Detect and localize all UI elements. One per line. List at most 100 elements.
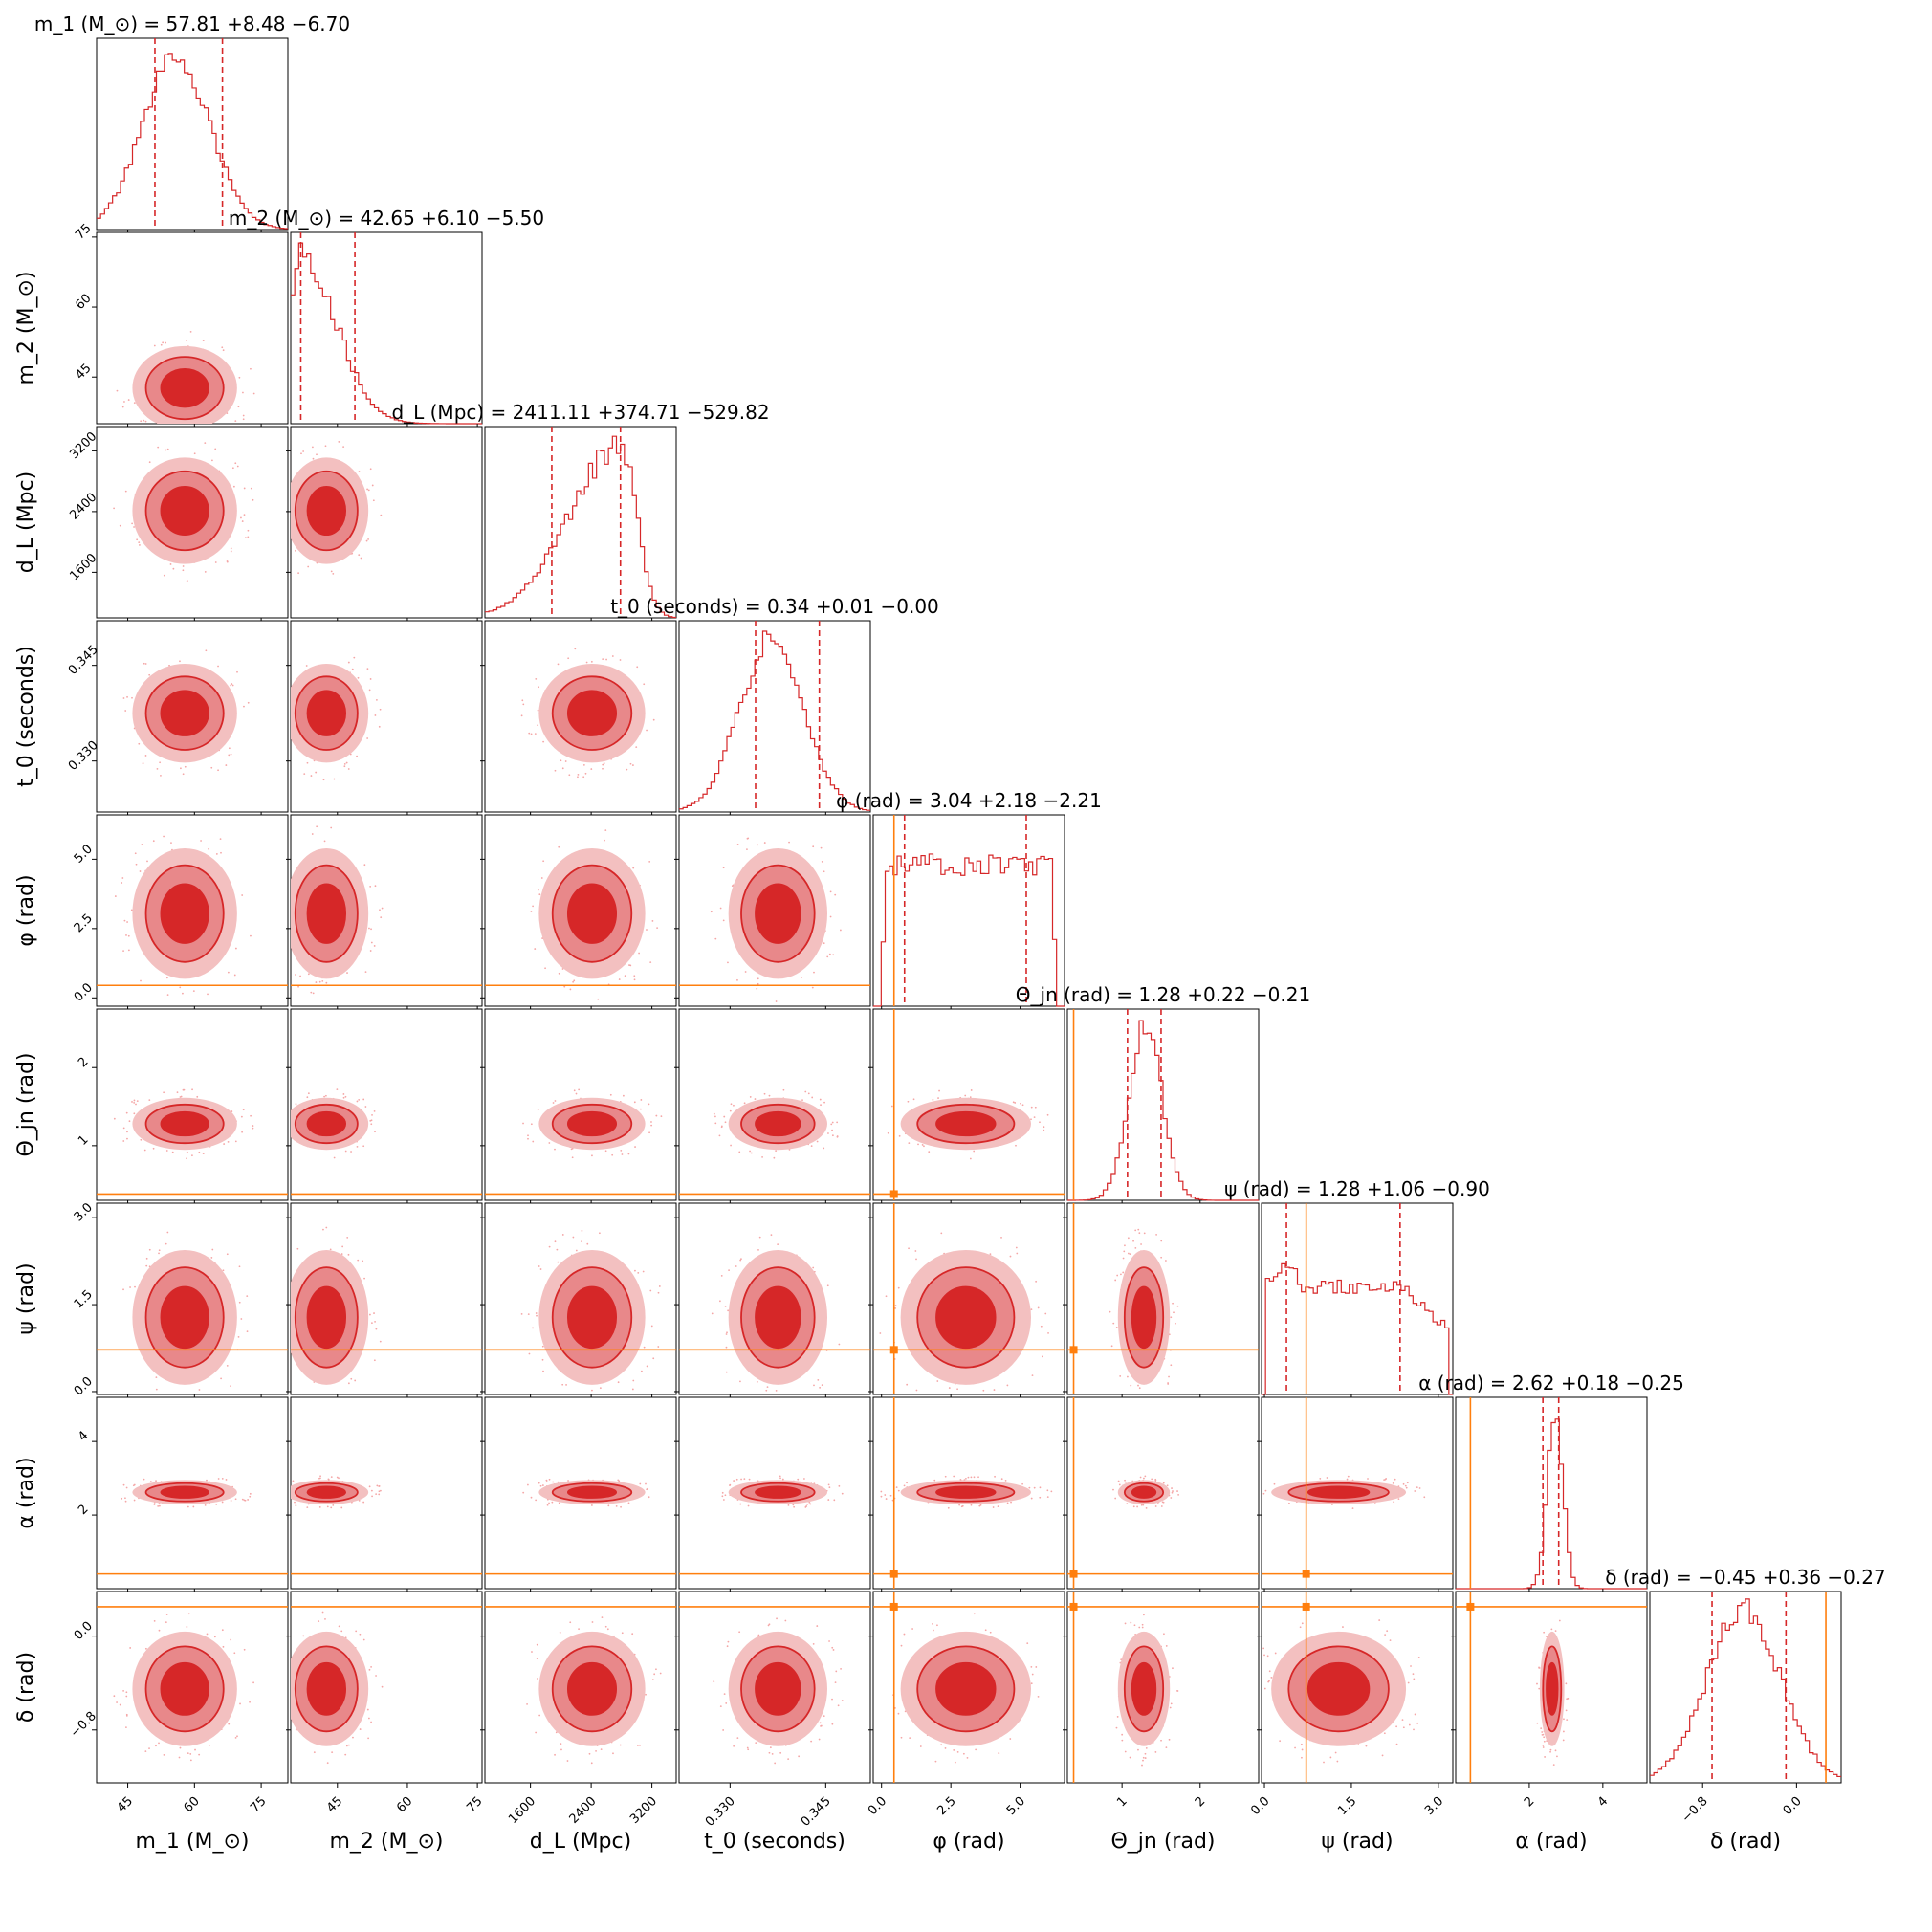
sample-point	[1014, 1102, 1017, 1104]
sample-point	[295, 549, 296, 552]
sample-point	[1263, 1687, 1266, 1690]
sample-point	[233, 1652, 236, 1655]
sample-point	[522, 703, 525, 706]
sample-point	[1143, 1614, 1145, 1616]
sample-point	[554, 1753, 556, 1756]
sample-point	[651, 920, 654, 922]
sample-point	[206, 1633, 209, 1636]
panel-t0-vs-thetajn	[674, 1008, 871, 1205]
sample-point	[238, 376, 241, 379]
panel-phi-vs-delta	[868, 1591, 1065, 1788]
sample-point	[182, 1088, 185, 1091]
sample-point	[640, 1108, 642, 1110]
sample-point	[903, 1484, 906, 1487]
sample-point	[826, 1284, 829, 1287]
sample-point	[122, 1140, 125, 1142]
sample-point	[953, 1749, 955, 1751]
sample-point	[897, 1489, 900, 1492]
sample-point	[125, 1111, 128, 1114]
sample-point	[634, 1146, 636, 1148]
sample-point	[371, 1322, 373, 1325]
histogram-dl	[485, 435, 676, 619]
sample-point	[1402, 1482, 1405, 1485]
sample-point	[234, 420, 237, 423]
sample-point	[832, 954, 835, 956]
sample-point	[633, 1101, 636, 1104]
sample-point	[992, 1506, 995, 1508]
sample-point	[1544, 1756, 1547, 1758]
sample-point	[1418, 1487, 1421, 1489]
sample-point	[817, 1379, 820, 1381]
sample-point	[624, 975, 626, 977]
sample-point	[156, 767, 159, 770]
sample-point	[655, 1668, 657, 1671]
sample-point	[363, 864, 366, 867]
sample-point	[880, 1490, 883, 1493]
sample-point	[738, 1631, 741, 1634]
sample-point	[1262, 1647, 1265, 1650]
sample-point	[536, 1643, 538, 1646]
sample-point	[225, 764, 228, 766]
sample-point	[536, 1658, 538, 1659]
sample-point	[1168, 1738, 1171, 1741]
sample-point	[214, 448, 217, 450]
panel-psi-vs-delta	[1257, 1591, 1454, 1788]
sample-point	[1047, 1331, 1049, 1334]
sample-point	[648, 860, 651, 863]
sample-point	[827, 1483, 830, 1486]
sample-point	[144, 1750, 147, 1753]
sample-point	[816, 1140, 819, 1143]
sample-point	[179, 1746, 182, 1749]
sample-point	[198, 1151, 201, 1153]
sample-point	[782, 1088, 785, 1091]
sample-point	[597, 998, 600, 1000]
sample-point	[310, 775, 313, 777]
sample-point	[219, 838, 222, 841]
sample-point	[540, 877, 543, 879]
y-tick-label-dl: 1600	[67, 551, 99, 583]
sample-point	[725, 1702, 728, 1704]
sample-point	[1043, 1129, 1045, 1131]
sample-point	[157, 446, 160, 449]
sample-point	[121, 877, 124, 879]
sample-point	[531, 1651, 533, 1653]
sample-point	[532, 1327, 534, 1329]
panel-m1-vs-phi	[92, 814, 289, 1011]
sample-point	[636, 666, 639, 669]
sample-point	[776, 1617, 778, 1620]
panel-m2-vs-alpha	[286, 1396, 483, 1593]
sample-point	[1414, 1713, 1416, 1716]
sample-point	[637, 1271, 640, 1274]
sample-point	[1264, 1489, 1267, 1492]
sample-point	[574, 648, 577, 650]
panel-phi-vs-thetajn	[868, 1008, 1065, 1205]
sample-point	[652, 1357, 655, 1360]
sample-point	[944, 1747, 947, 1749]
sample-point	[249, 1492, 252, 1495]
sample-point	[295, 1728, 297, 1731]
sample-point	[1031, 1673, 1034, 1676]
sample-point	[933, 1479, 936, 1482]
sample-point	[250, 487, 252, 490]
y-tick-label-thetajn: 1	[76, 1132, 91, 1148]
sample-point	[379, 909, 381, 911]
sample-point	[834, 893, 837, 896]
sample-point	[231, 1110, 233, 1112]
sample-point	[535, 677, 538, 680]
sample-point	[729, 1483, 732, 1486]
sample-point	[620, 1505, 622, 1508]
sample-point	[200, 840, 202, 842]
sample-point	[202, 1153, 205, 1154]
sample-point	[1171, 1487, 1173, 1489]
sample-point	[819, 1098, 822, 1101]
sample-point	[210, 1257, 213, 1259]
sample-point	[326, 1762, 329, 1765]
sample-point	[713, 1112, 715, 1115]
sample-point	[548, 1142, 551, 1144]
sample-point	[1556, 1755, 1558, 1758]
sample-point	[227, 1140, 230, 1143]
sample-point	[184, 765, 187, 768]
sample-point	[571, 1156, 574, 1159]
sample-point	[231, 467, 234, 470]
sample-point	[230, 1638, 232, 1641]
